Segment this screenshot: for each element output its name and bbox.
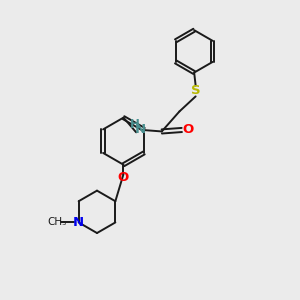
Text: O: O [182,124,193,136]
Text: CH₃: CH₃ [47,218,67,227]
Text: N: N [73,216,84,229]
Text: N: N [135,124,146,136]
Text: O: O [118,171,129,184]
Text: H: H [130,118,139,131]
Text: S: S [191,84,200,97]
